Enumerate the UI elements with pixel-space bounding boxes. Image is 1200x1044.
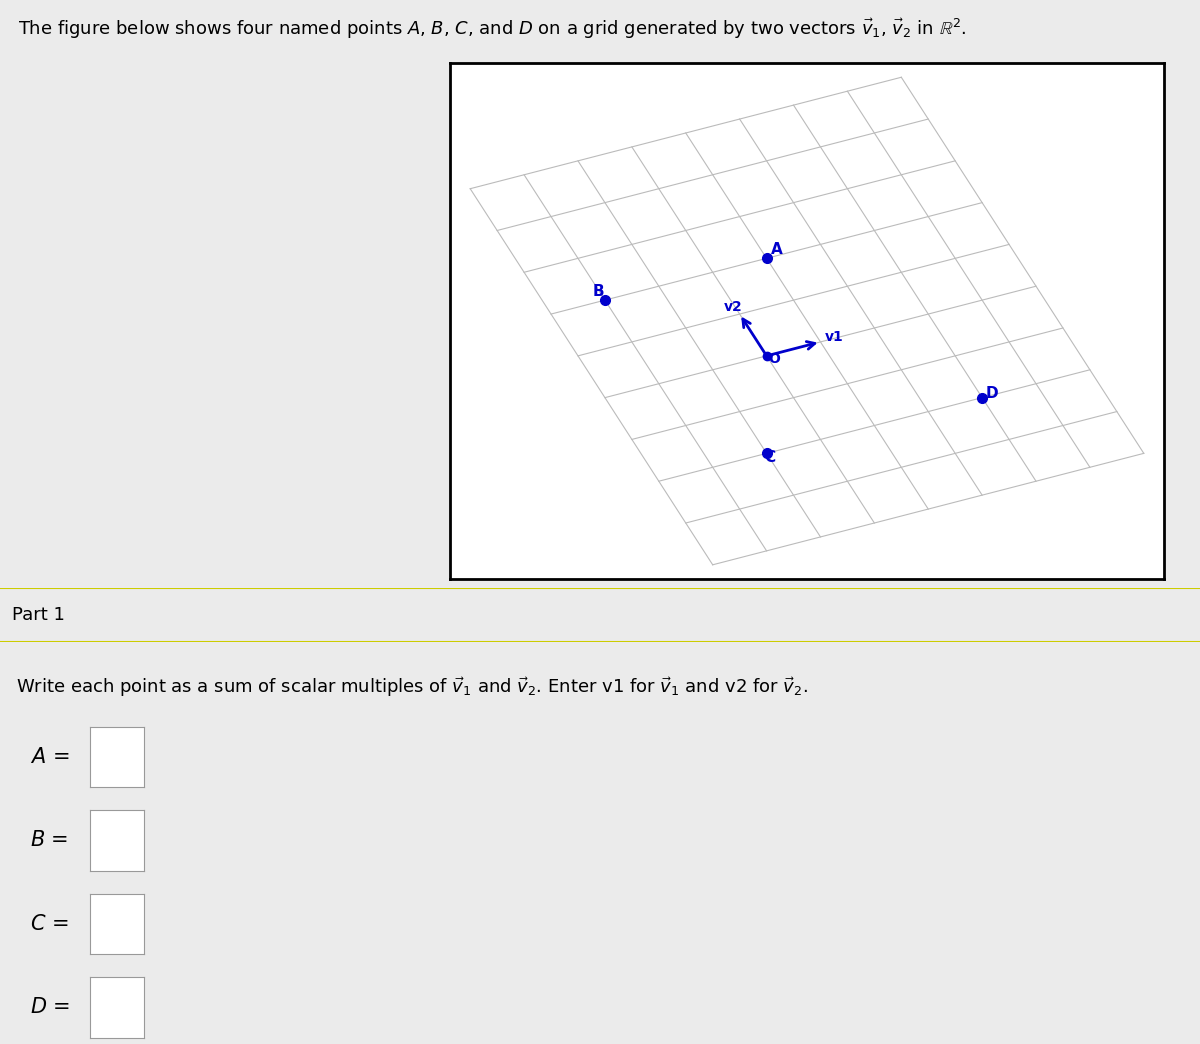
Text: Part 1: Part 1: [12, 606, 65, 624]
Text: C: C: [764, 450, 775, 465]
Text: D: D: [985, 385, 998, 401]
Text: O: O: [769, 352, 781, 365]
Text: Write each point as a sum of scalar multiples of $\vec{v}_1$ and $\vec{v}_2$. En: Write each point as a sum of scalar mult…: [16, 675, 808, 698]
Text: v2: v2: [724, 301, 743, 314]
Text: $\mathit{B}$ =: $\mathit{B}$ =: [30, 830, 68, 851]
Text: $\mathit{A}$ =: $\mathit{A}$ =: [30, 746, 70, 767]
Text: The figure below shows four named points $A$, $B$, $C$, and $D$ on a grid genera: The figure below shows four named points…: [18, 17, 967, 41]
Text: $\mathit{D}$ =: $\mathit{D}$ =: [30, 997, 70, 1018]
Text: A: A: [770, 242, 782, 257]
Text: B: B: [593, 284, 605, 299]
Text: $\mathit{C}$ =: $\mathit{C}$ =: [30, 914, 68, 934]
Text: v1: v1: [824, 330, 844, 343]
